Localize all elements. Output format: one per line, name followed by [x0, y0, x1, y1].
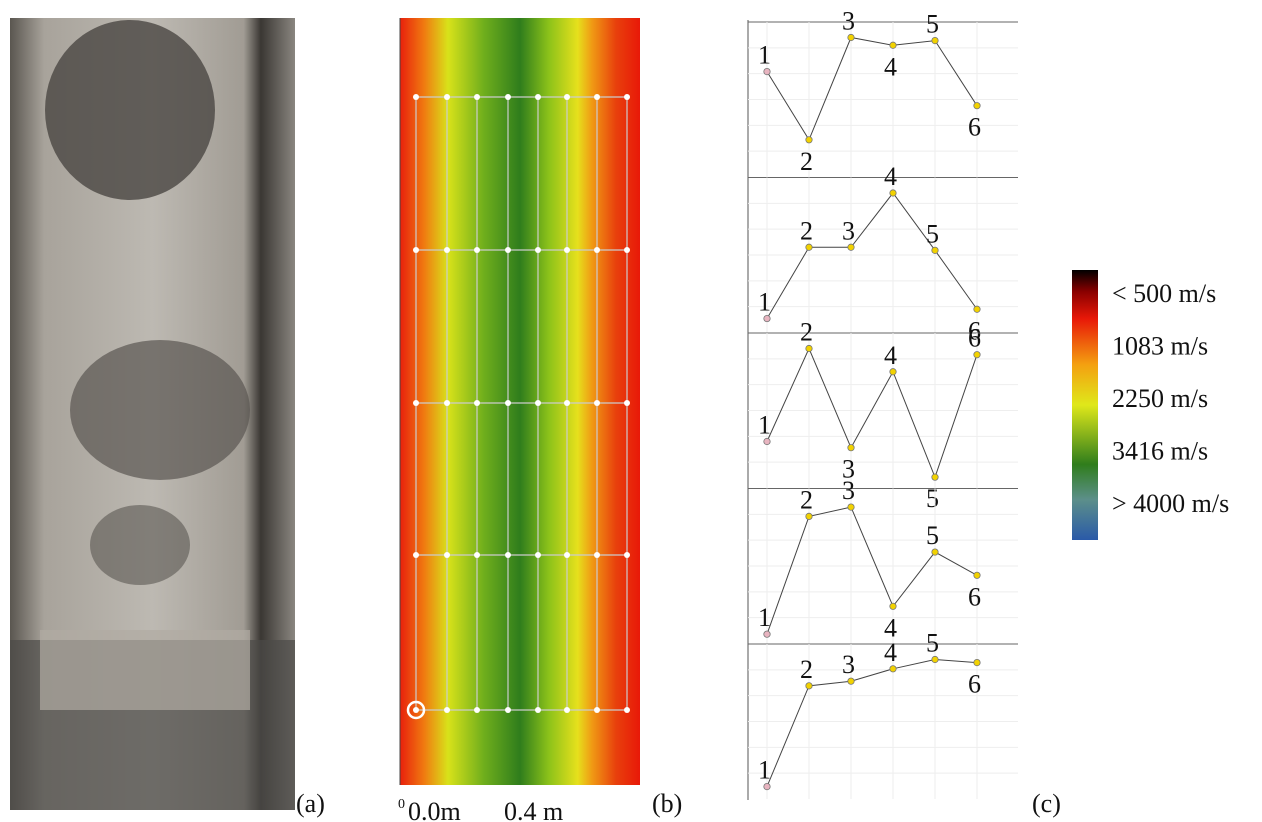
- point-label: 2: [800, 216, 813, 245]
- page: (a) (b) (c) 0 0.0m 0.4 m < 500 m/s 1083 m…: [0, 0, 1262, 822]
- point-label: 1: [758, 603, 771, 632]
- grid-node: [505, 707, 511, 713]
- panel-label: (a): [296, 789, 325, 818]
- figure: (a) (b) (c) 0 0.0m 0.4 m < 500 m/s 1083 m…: [0, 0, 1262, 822]
- grid-node: [505, 400, 511, 406]
- grid-node: [564, 247, 570, 253]
- profile-line: [767, 507, 977, 634]
- origin-label: 0: [398, 797, 405, 812]
- grid-node: [444, 247, 450, 253]
- point-label: 1: [758, 41, 771, 70]
- grid-node: [474, 247, 480, 253]
- grid-node: [535, 247, 541, 253]
- grid-node: [624, 400, 630, 406]
- colorbar: [1072, 270, 1098, 540]
- grid-node: [624, 707, 630, 713]
- point-label: 2: [800, 485, 813, 514]
- grid-node: [413, 552, 419, 558]
- profile-line: [767, 193, 977, 319]
- grid-node: [505, 552, 511, 558]
- point-label: 6: [968, 582, 981, 611]
- point-label: 4: [884, 162, 897, 191]
- panel-label: (c): [1032, 789, 1061, 818]
- grid-node: [564, 400, 570, 406]
- point-label: 4: [884, 341, 897, 370]
- grid-node: [624, 552, 630, 558]
- grid-node: [594, 94, 600, 100]
- heatmap: [400, 18, 640, 785]
- grid-node: [564, 707, 570, 713]
- profile-point: [974, 659, 980, 665]
- profile-point: [890, 603, 896, 609]
- point-label: 5: [926, 10, 939, 39]
- colorbar-label: < 500 m/s: [1112, 279, 1216, 308]
- grid-node: [505, 247, 511, 253]
- point-label: 1: [758, 288, 771, 317]
- grid-node: [535, 94, 541, 100]
- grid-node: [594, 247, 600, 253]
- colorbar-label: 2250 m/s: [1112, 384, 1208, 413]
- profile-point: [974, 306, 980, 312]
- point-label: 3: [842, 650, 855, 679]
- point-label: 1: [758, 411, 771, 440]
- grid-node: [564, 94, 570, 100]
- grid-node: [413, 707, 419, 713]
- point-label: 5: [926, 219, 939, 248]
- point-label: 1: [758, 756, 771, 785]
- profile-line: [767, 660, 977, 787]
- grid-node: [474, 400, 480, 406]
- grid-node: [444, 94, 450, 100]
- point-label: 6: [968, 324, 981, 353]
- grid-node: [474, 94, 480, 100]
- profile-point: [890, 42, 896, 48]
- point-label: 5: [926, 629, 939, 658]
- grid-node: [444, 552, 450, 558]
- point-label: 6: [968, 113, 981, 142]
- profile-point: [932, 474, 938, 480]
- grid-node: [505, 94, 511, 100]
- point-label: 2: [800, 318, 813, 347]
- colorbar-label: 1083 m/s: [1112, 332, 1208, 361]
- point-label: 2: [800, 655, 813, 684]
- grid-node: [535, 707, 541, 713]
- grid-node: [535, 552, 541, 558]
- grid-node: [474, 707, 480, 713]
- point-label: 3: [842, 7, 855, 36]
- point-label: 4: [884, 52, 897, 81]
- panel-label: (b): [652, 789, 682, 818]
- point-label: 4: [884, 638, 897, 667]
- grid-node: [594, 552, 600, 558]
- grid-node: [594, 400, 600, 406]
- grid-node: [413, 94, 419, 100]
- grid-node: [535, 400, 541, 406]
- grid-node: [624, 94, 630, 100]
- profile-point: [974, 103, 980, 109]
- profile-point: [848, 445, 854, 451]
- grid-node: [624, 247, 630, 253]
- profile-point: [974, 572, 980, 578]
- profile-point: [806, 137, 812, 143]
- grid-node: [564, 552, 570, 558]
- grid-node: [444, 707, 450, 713]
- x-label: 0.4 m: [504, 797, 563, 822]
- colorbar-label: > 4000 m/s: [1112, 489, 1229, 518]
- profile-line: [767, 38, 977, 140]
- photo: [10, 18, 295, 810]
- grid-node: [444, 400, 450, 406]
- grid-node: [474, 552, 480, 558]
- grid-node: [594, 707, 600, 713]
- point-label: 6: [968, 670, 981, 699]
- x-label: 0.0m: [408, 797, 461, 822]
- grid-node: [413, 400, 419, 406]
- point-label: 2: [800, 147, 813, 176]
- point-label: 3: [842, 216, 855, 245]
- colorbar-label: 3416 m/s: [1112, 437, 1208, 466]
- profile-line: [767, 349, 977, 478]
- grid-node: [413, 247, 419, 253]
- point-label: 3: [842, 476, 855, 505]
- point-label: 5: [926, 521, 939, 550]
